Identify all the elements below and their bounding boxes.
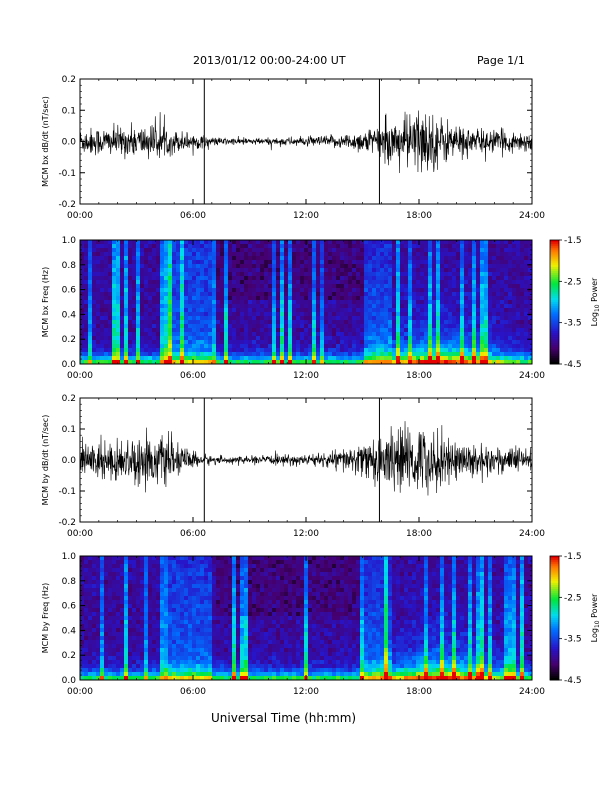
colorbar-3-tick-label: -3.5 xyxy=(564,635,582,645)
panel-1-ytick-label: 0.6 xyxy=(62,286,77,296)
panel-0-ytick-label: -0.1 xyxy=(58,169,76,179)
panel-2-xtick-label: 06:00 xyxy=(180,529,206,539)
colorbar-1-label: Log10 Power xyxy=(590,277,601,326)
panel-1-ytick-label: 1.0 xyxy=(62,236,77,246)
panel-1-xtick-label: 18:00 xyxy=(406,371,432,381)
colorbar-3-label: Log10 Power xyxy=(590,593,601,642)
panel-3-ytick-label: 0.0 xyxy=(62,676,77,686)
panel-3-xtick-label: 18:00 xyxy=(406,687,432,697)
colorbar-1-tick-label: -3.5 xyxy=(564,319,582,329)
colorbar-1 xyxy=(550,240,559,365)
panel-2-xtick-label: 24:00 xyxy=(519,529,545,539)
colorbar-3-tick-label: -4.5 xyxy=(564,676,582,686)
page-label: Page 1/1 xyxy=(477,54,525,67)
panel-3-spectrogram xyxy=(80,556,533,681)
colorbar-3-tick-label: -1.5 xyxy=(564,552,582,562)
x-axis-label: Universal Time (hh:mm) xyxy=(211,711,357,725)
panel-3-ytick-label: 0.2 xyxy=(62,651,76,661)
colorbar-1-frame xyxy=(549,239,560,365)
panel-3-ytick-label: 0.8 xyxy=(62,577,77,587)
panel-2-xtick-label: 18:00 xyxy=(406,529,432,539)
panel-0-ytick-label: 0.2 xyxy=(62,75,76,85)
panel-0-trace xyxy=(79,110,533,174)
panel-2-xtick-label: 12:00 xyxy=(293,529,319,539)
panel-1-xtick-label: 12:00 xyxy=(293,371,319,381)
panel-1-ytick-label: 0.8 xyxy=(62,261,77,271)
panel-2-ylabel: MCM by dB/dt (nT/sec) xyxy=(41,415,50,506)
panel-0-ytick-label: -0.2 xyxy=(58,200,76,210)
panel-1-ytick-label: 0.4 xyxy=(62,310,77,320)
panel-3-ylabel: MCM by Freq (Hz) xyxy=(41,583,50,653)
panel-0-ytick-label: 0.0 xyxy=(62,138,77,148)
panel-1-ytick-label: 0.0 xyxy=(62,360,77,370)
panel-3-ytick-label: 0.4 xyxy=(62,626,77,636)
panel-0-xtick-label: 18:00 xyxy=(406,211,432,221)
colorbar-3-frame xyxy=(549,555,560,681)
panel-1-ytick-label: 0.2 xyxy=(62,335,76,345)
panel-3-xtick-label: 24:00 xyxy=(519,687,545,697)
panel-0-ylabel: MCM bx dB/dt (nT/sec) xyxy=(41,96,50,187)
panel-1-spectrogram xyxy=(80,240,533,365)
panel-1-ylabel: MCM bx Freq (Hz) xyxy=(41,267,50,337)
panel-0-ytick-label: 0.1 xyxy=(62,106,76,116)
panel-0-xtick-label: 12:00 xyxy=(293,211,319,221)
panel-1-xtick-label: 06:00 xyxy=(180,371,206,381)
panel-2-ytick-label: 0.1 xyxy=(62,425,76,435)
panel-3-ytick-label: 1.0 xyxy=(62,552,77,562)
panel-3-xtick-label: 06:00 xyxy=(180,687,206,697)
panel-1-xtick-label: 00:00 xyxy=(67,371,93,381)
colorbar-3 xyxy=(550,556,559,681)
panel-3-xtick-label: 12:00 xyxy=(293,687,319,697)
panel-3-xtick-label: 00:00 xyxy=(67,687,93,697)
colorbar-3-tick-label: -2.5 xyxy=(564,593,582,603)
panel-0-xtick-label: 24:00 xyxy=(519,211,545,221)
colorbar-1-tick-label: -2.5 xyxy=(564,277,582,287)
panel-1-xtick-label: 24:00 xyxy=(519,371,545,381)
panel-2-ytick-label: -0.2 xyxy=(58,518,76,528)
panel-2-xtick-label: 00:00 xyxy=(67,529,93,539)
colorbar-1-tick-label: -1.5 xyxy=(564,236,582,246)
panel-2-trace xyxy=(79,421,533,496)
date-title: 2013/01/12 00:00-24:00 UT xyxy=(193,54,346,67)
panel-2-ytick-label: 0.0 xyxy=(62,456,77,466)
panel-0-xtick-label: 06:00 xyxy=(180,211,206,221)
panel-2-ytick-label: 0.2 xyxy=(62,394,76,404)
panel-0-xtick-label: 00:00 xyxy=(67,211,93,221)
panel-2-ytick-label: -0.1 xyxy=(58,487,76,497)
panel-3-ytick-label: 0.6 xyxy=(62,602,77,612)
colorbar-1-tick-label: -4.5 xyxy=(564,360,582,370)
